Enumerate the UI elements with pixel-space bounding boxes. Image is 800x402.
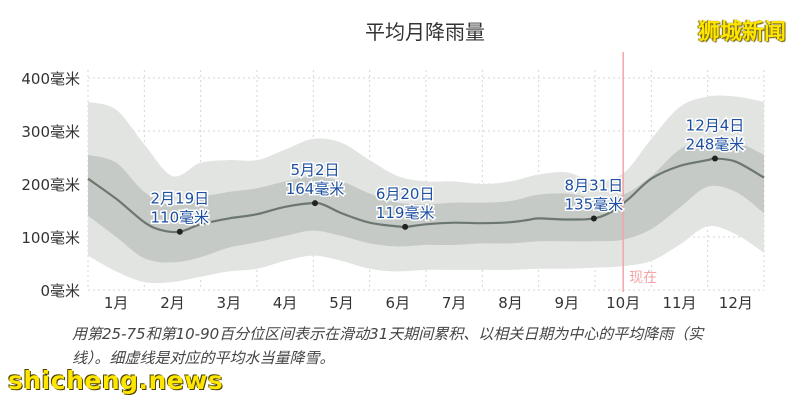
average-rainfall-line: [87, 157, 765, 234]
annotation-date: 6月20日: [376, 185, 435, 203]
y-tick-label: 300毫米: [21, 123, 80, 141]
series-line: [87, 157, 765, 234]
annotation-value: 248毫米: [686, 136, 745, 154]
month-label: 12月: [719, 294, 753, 312]
month-label: 9月: [555, 294, 580, 312]
month-label: 6月: [386, 294, 411, 312]
y-tick-label: 200毫米: [21, 176, 80, 194]
annotation-point: [312, 200, 319, 207]
percentile-bands: [88, 95, 764, 284]
month-label: 2月: [160, 294, 185, 312]
chart-caption: 用第25-75和第10-90百分位区间表示在滑动31天期间累积、以相关日期为中心…: [72, 325, 704, 367]
annotation-value: 119毫米: [376, 204, 435, 222]
month-label: 3月: [217, 294, 242, 312]
annotation-date: 12月4日: [686, 117, 745, 135]
brand-logo-bottom: shicheng.news: [8, 366, 224, 395]
annotation-point: [402, 223, 409, 230]
month-label: 4月: [273, 294, 298, 312]
month-label: 1月: [104, 294, 129, 312]
month-label: 8月: [498, 294, 523, 312]
annotation-date: 8月31日: [565, 176, 624, 194]
month-label: 7月: [442, 294, 467, 312]
axis-labels: 0毫米 100毫米 200毫米 300毫米 400毫米 1月 2月 3月 4月 5月 6月 7月 8月 9…: [21, 70, 753, 312]
month-label: 10月: [606, 294, 640, 312]
annotation-point: [711, 155, 718, 162]
annotation-value: 135毫米: [565, 195, 624, 213]
y-tick-label: 100毫米: [21, 229, 80, 247]
band-25-75: [88, 138, 764, 263]
brand-logo-top: 狮城新闻: [697, 20, 786, 45]
annotation-point: [590, 215, 597, 222]
annotation-point: [176, 228, 183, 235]
annotation-value: 110毫米: [151, 209, 210, 227]
month-label: 11月: [662, 294, 696, 312]
now-marker: 现在: [622, 52, 657, 292]
annotation-date: 5月2日: [290, 161, 339, 179]
chart-title: 平均月降雨量: [365, 20, 485, 44]
now-label: 现在: [629, 270, 657, 286]
annotation-date: 2月19日: [151, 190, 210, 208]
month-label: 5月: [329, 294, 354, 312]
y-tick-label: 0毫米: [40, 282, 80, 300]
annotation-value: 164毫米: [286, 180, 345, 198]
y-tick-label: 400毫米: [21, 70, 80, 88]
